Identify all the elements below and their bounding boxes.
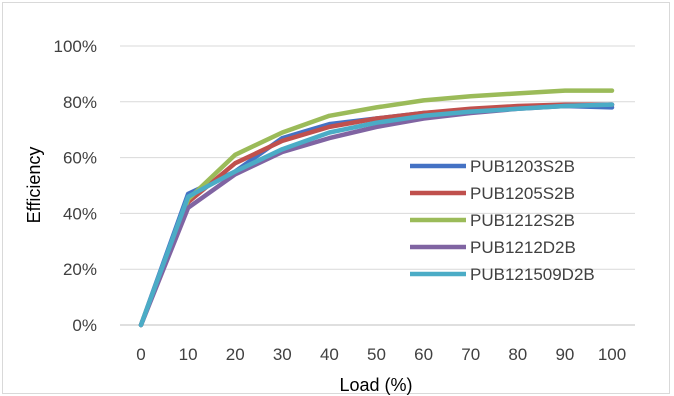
legend-label-pub121509d2b: PUB121509D2B	[470, 265, 595, 284]
series-line-pub1212s2b	[138, 88, 615, 328]
x-tick-label: 30	[273, 345, 292, 364]
x-tick-label: 10	[179, 345, 198, 364]
x-tick-label: 40	[320, 345, 339, 364]
series-line-pub121509d2b	[138, 102, 615, 328]
x-axis-title: Load (%)	[339, 375, 412, 395]
series-lines	[138, 88, 615, 328]
gridlines	[120, 45, 635, 270]
x-tick-label: 90	[555, 345, 574, 364]
x-tick-label: 60	[414, 345, 433, 364]
y-tick-label: 80%	[63, 93, 97, 112]
series-line-pub1205s2b	[138, 102, 615, 328]
x-tick-label: 80	[508, 345, 527, 364]
legend-label-pub1205s2b: PUB1205S2B	[470, 184, 575, 203]
tick-labels: 0% 20% 40% 60% 80% 100% 0 10 20 30 40 50 60 70 80 90 100	[54, 37, 627, 364]
y-tick-label: 40%	[63, 204, 97, 223]
legend-label-pub1203s2b: PUB1203S2B	[470, 157, 575, 176]
x-tick-label: 50	[367, 345, 386, 364]
legend: PUB1203S2B PUB1205S2B PUB1212S2B PUB1212D2B…	[410, 157, 595, 284]
y-tick-label: 60%	[63, 149, 97, 168]
y-tick-label: 0%	[72, 316, 97, 335]
y-tick-label: 100%	[54, 37, 97, 56]
x-tick-label: 100	[598, 345, 626, 364]
legend-label-pub1212s2b: PUB1212S2B	[470, 211, 575, 230]
legend-label-pub1212d2b: PUB1212D2B	[470, 238, 576, 257]
y-axis-title: Efficiency	[24, 147, 44, 224]
x-tick-label: 20	[226, 345, 245, 364]
y-tick-label: 20%	[63, 260, 97, 279]
x-tick-label: 70	[461, 345, 480, 364]
x-tick-label: 0	[136, 345, 145, 364]
